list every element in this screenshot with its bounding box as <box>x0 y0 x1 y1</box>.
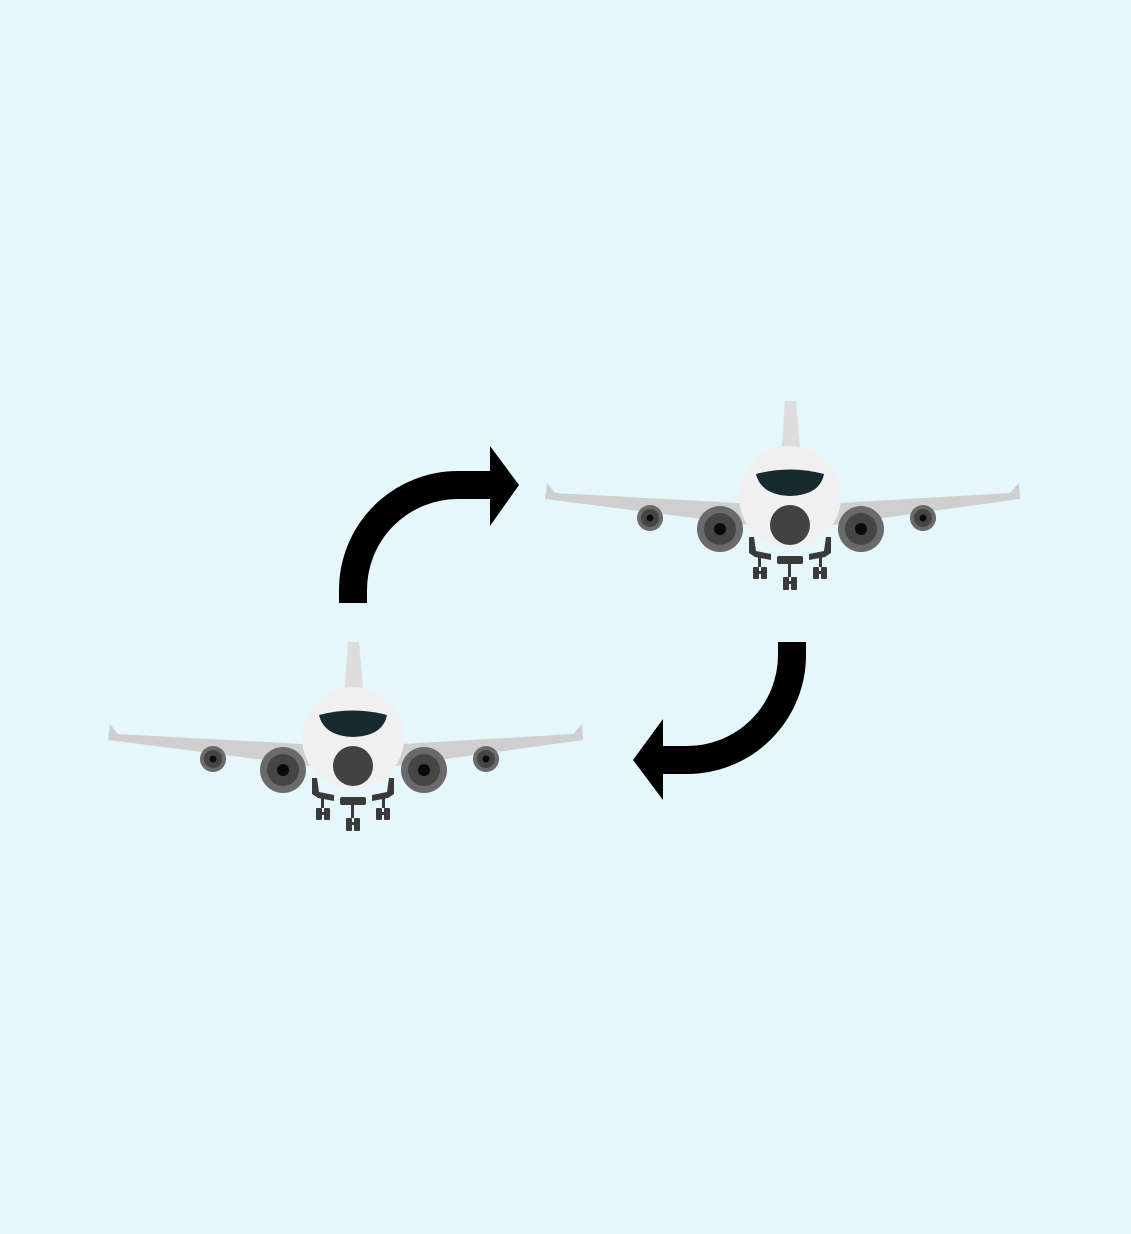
curved-arrow-right-icon <box>339 446 519 603</box>
curved-arrow-left-icon <box>633 642 806 800</box>
